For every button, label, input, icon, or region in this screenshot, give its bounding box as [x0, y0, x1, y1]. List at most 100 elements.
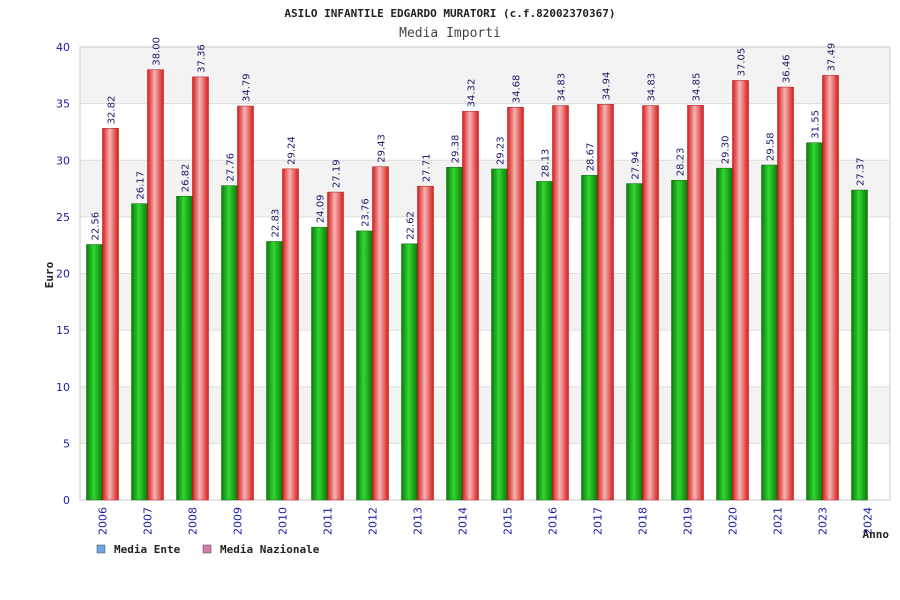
value-labels: 22.56 32.82 26.17 38.00 26.82 37.36 27.76 34.79… [91, 37, 867, 240]
x-tick-label: 2006 [97, 507, 110, 535]
bar-media-nazionale-2017 [597, 104, 614, 501]
bar-media-nazionale-2019 [687, 105, 704, 501]
value-label: 37.49 [827, 43, 838, 72]
x-axis-label: Anno [863, 528, 890, 541]
x-tick-label: 2017 [592, 507, 605, 535]
legend-swatch-media-ente [96, 544, 106, 554]
chart-subtitle: Media Importi [399, 26, 501, 41]
bar-media-ente-2024 [851, 189, 868, 501]
value-label: 29.24 [287, 136, 298, 165]
y-tick-label: 15 [56, 324, 70, 337]
y-tick-label: 25 [56, 211, 70, 224]
value-label: 28.23 [676, 148, 687, 177]
bar-media-ente-2008 [176, 196, 193, 501]
grid-bands [80, 47, 890, 500]
value-label: 22.56 [91, 212, 102, 241]
value-label: 29.30 [721, 136, 732, 165]
value-label: 29.38 [451, 135, 462, 164]
value-label: 34.83 [557, 73, 568, 102]
bar-media-nazionale-2016 [552, 105, 569, 501]
bar-media-ente-2016 [536, 181, 553, 501]
bar-media-nazionale-2007 [147, 69, 164, 501]
bar-media-ente-2010 [266, 241, 283, 501]
value-label: 26.82 [181, 164, 192, 193]
value-label: 27.19 [332, 159, 343, 188]
y-tick-label: 5 [63, 437, 70, 450]
bar-media-nazionale-2014 [462, 111, 479, 501]
bar-media-nazionale-2015 [507, 106, 524, 501]
value-label: 34.32 [467, 79, 478, 108]
value-label: 36.46 [782, 54, 793, 83]
bar-media-ente-2013 [401, 243, 418, 501]
value-label: 32.82 [107, 96, 118, 125]
x-tick-label: 2014 [457, 507, 470, 535]
x-tick-label: 2021 [772, 507, 785, 535]
bar-media-ente-2012 [356, 230, 373, 501]
value-label: 23.76 [361, 198, 372, 227]
value-label: 37.05 [737, 48, 748, 77]
y-tick-label: 30 [56, 154, 70, 167]
value-label: 38.00 [152, 37, 163, 66]
value-label: 28.13 [541, 149, 552, 178]
grid-band [80, 443, 890, 500]
value-label: 28.67 [586, 143, 597, 172]
grid-band [80, 160, 890, 217]
bar-media-nazionale-2013 [417, 185, 434, 501]
value-label: 27.76 [226, 153, 237, 182]
value-label: 31.55 [811, 110, 822, 139]
bar-media-nazionale-2009 [237, 105, 254, 501]
y-axis-label: Euro [43, 261, 56, 288]
grid-band [80, 386, 890, 444]
y-tick-label: 10 [56, 381, 70, 394]
x-tick-label: 2024 [862, 507, 875, 535]
legend-label-media-nazionale: Media Nazionale [220, 543, 320, 556]
bar-media-ente-2009 [221, 185, 238, 501]
x-tick-label: 2018 [637, 507, 650, 535]
value-label: 26.17 [136, 171, 147, 200]
bar-media-ente-2021 [761, 164, 778, 501]
bar-media-nazionale-2008 [192, 76, 209, 501]
value-label: 27.37 [856, 157, 867, 186]
x-tick-label: 2020 [727, 507, 740, 535]
x-tick-label: 2009 [232, 507, 245, 535]
x-tick-label: 2016 [547, 507, 560, 535]
x-tick-label: 2019 [682, 507, 695, 535]
x-tick-label: 2007 [142, 507, 155, 535]
value-label: 34.68 [512, 75, 523, 104]
value-label: 27.94 [631, 151, 642, 180]
x-tick-label: 2010 [277, 507, 290, 535]
grid-band [80, 216, 890, 274]
legend-swatch-media-nazionale [202, 544, 212, 554]
bar-media-ente-2019 [671, 180, 688, 501]
grid-band [80, 330, 890, 387]
value-label: 37.36 [197, 44, 208, 73]
y-tick-label: 0 [63, 494, 70, 507]
legend: Media Ente Media Nazionale [96, 543, 320, 556]
x-tick-label: 2013 [412, 507, 425, 535]
y-tick-label: 20 [56, 268, 70, 281]
legend-label-media-ente: Media Ente [114, 543, 181, 556]
bar-media-ente-2007 [131, 203, 148, 501]
bar-media-ente-2020 [716, 167, 733, 501]
bar-media-nazionale-2010 [282, 168, 299, 501]
bar-media-nazionale-2023 [822, 75, 839, 501]
bar-media-nazionale-2011 [327, 191, 344, 501]
bar-media-nazionale-2021 [777, 86, 794, 501]
bars [86, 69, 868, 501]
grid-band [80, 103, 890, 161]
x-tick-label: 2023 [817, 507, 830, 535]
bar-media-ente-2017 [581, 175, 598, 501]
x-tick-label: 2012 [367, 507, 380, 535]
chart-title: ASILO INFANTILE EDGARDO MURATORI (c.f.82… [284, 7, 615, 20]
bar-media-nazionale-2006 [102, 128, 119, 501]
grid-band [80, 47, 890, 104]
bar-media-nazionale-2020 [732, 80, 749, 501]
x-tick-label: 2008 [187, 507, 200, 535]
x-tick-label: 2011 [322, 507, 335, 535]
value-label: 34.83 [647, 73, 658, 102]
x-tick-label: 2015 [502, 507, 515, 535]
y-axis-ticks: 0 5 10 15 20 25 30 35 40 [56, 41, 70, 507]
bar-media-ente-2023 [806, 142, 823, 501]
value-label: 34.94 [602, 72, 613, 101]
